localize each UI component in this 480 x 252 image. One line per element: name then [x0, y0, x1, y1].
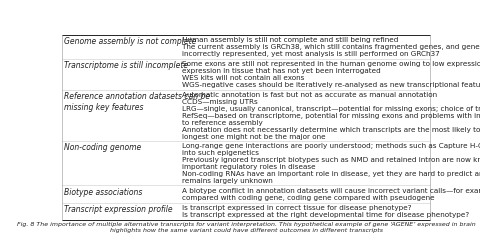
Text: Some exons are still not represented in the human genome owing to low expression: Some exons are still not represented in …	[182, 61, 480, 88]
Text: Long-range gene interactions are poorly understood; methods such as Capture H-C : Long-range gene interactions are poorly …	[182, 143, 480, 184]
Text: Transcript expression profile: Transcript expression profile	[64, 205, 173, 214]
Text: Genome assembly is not complete: Genome assembly is not complete	[64, 37, 197, 46]
Text: Reference annotation datasets can be
missing key features: Reference annotation datasets can be mis…	[64, 92, 211, 112]
Text: Fig. 8 The importance of multiple alternative transcripts for variant interpreta: Fig. 8 The importance of multiple altern…	[17, 222, 475, 233]
Text: Automatic annotation is fast but not as accurate as manual annotation
CCDS—missi: Automatic annotation is fast but not as …	[182, 92, 480, 140]
Text: Transcriptome is still incomplete: Transcriptome is still incomplete	[64, 61, 189, 71]
Text: Is transcript expressed in correct tissue for disease phenotype?
Is transcript e: Is transcript expressed in correct tissu…	[182, 205, 469, 218]
Text: Non-coding genome: Non-coding genome	[64, 143, 142, 152]
Text: Biotype associations: Biotype associations	[64, 188, 143, 197]
Text: Human assembly is still not complete and still being refined
The current assembl: Human assembly is still not complete and…	[182, 37, 480, 57]
Text: A biotype conflict in annotation datasets will cause incorrect variant calls—for: A biotype conflict in annotation dataset…	[182, 188, 480, 201]
